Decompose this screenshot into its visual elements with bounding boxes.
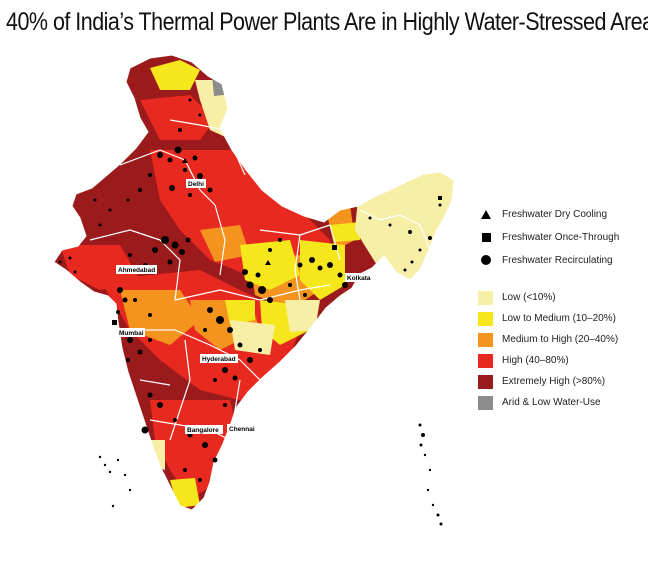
city-label-chennai: Chennai [229, 426, 255, 433]
legend-label-medium-high: Medium to High (20–40%) [502, 334, 619, 345]
legend-label-low: Low (<10%) [502, 292, 556, 303]
legend-label-low-medium: Low to Medium (10–20%) [502, 313, 616, 324]
swatch-extremely-high [478, 374, 493, 389]
legend-label-dry-cooling: Freshwater Dry Cooling [502, 208, 608, 220]
swatch-high [478, 353, 493, 368]
map-legend: Freshwater Dry Cooling Freshwater Once-T… [478, 206, 646, 415]
legend-item-dry-cooling: Freshwater Dry Cooling [478, 206, 646, 222]
legend-label-extremely-high: Extremely High (>80%) [502, 376, 606, 387]
swatch-medium-high [478, 332, 493, 347]
legend-item-arid: Arid & Low Water-Use [478, 394, 646, 411]
city-label-hyderabad: Hyderabad [202, 356, 236, 363]
legend-item-recirculating: Freshwater Recirculating [478, 252, 646, 268]
india-outline [53, 54, 455, 511]
power-plant-markers [58, 98, 443, 526]
city-label-mumbai: Mumbai [119, 330, 144, 337]
square-icon [478, 232, 494, 242]
city-label-kolkata: Kolkata [347, 275, 371, 282]
legend-label-high: High (40–80%) [502, 355, 569, 366]
legend-label-once-through: Freshwater Once-Through [502, 231, 620, 243]
legend-label-recirculating: Freshwater Recirculating [502, 254, 613, 266]
legend-item-low-medium: Low to Medium (10–20%) [478, 310, 646, 327]
city-label-ahmedabad: Ahmedabad [118, 267, 155, 274]
city-labels: Delhi Ahmedabad Kolkata Mumbai Hyderabad… [116, 179, 372, 434]
swatch-low-medium [478, 311, 493, 326]
city-label-bangalore: Bangalore [187, 427, 219, 434]
circle-icon [478, 255, 494, 265]
legend-label-arid: Arid & Low Water-Use [502, 397, 601, 408]
swatch-arid [478, 395, 493, 410]
legend-item-extremely-high: Extremely High (>80%) [478, 373, 646, 390]
triangle-icon [478, 209, 494, 219]
swatch-low [478, 290, 493, 305]
city-label-delhi: Delhi [188, 181, 204, 188]
stress-regions [54, 55, 454, 510]
map-title: 40% of India’s Thermal Power Plants Are … [6, 8, 648, 36]
legend-item-medium-high: Medium to High (20–40%) [478, 331, 646, 348]
legend-item-high: High (40–80%) [478, 352, 646, 369]
legend-item-low: Low (<10%) [478, 289, 646, 306]
legend-item-once-through: Freshwater Once-Through [478, 229, 646, 245]
